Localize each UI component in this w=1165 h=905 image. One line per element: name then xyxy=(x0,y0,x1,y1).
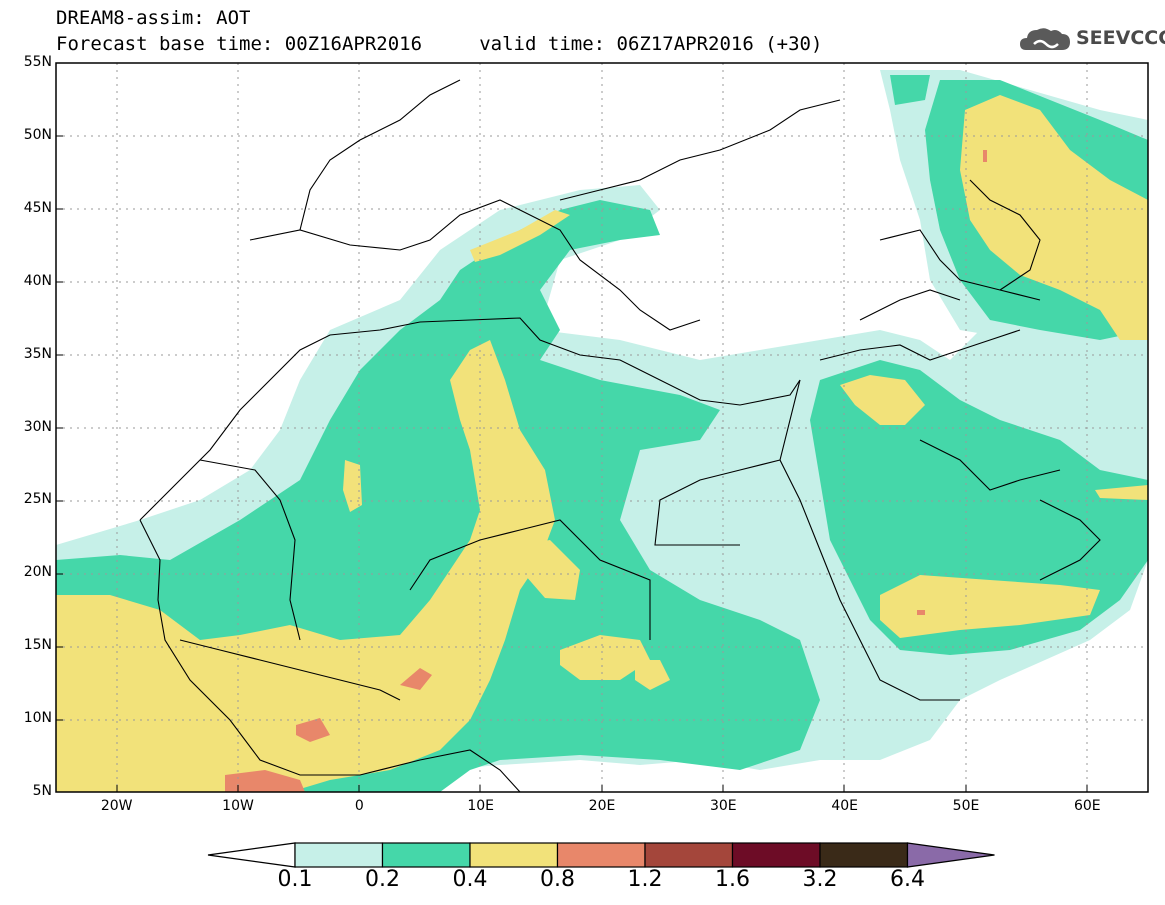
lat-label: 45N xyxy=(23,199,52,216)
chart-subtitle: Forecast base time: 00Z16APR2016 valid t… xyxy=(56,33,823,55)
colorbar-segment xyxy=(819,842,909,868)
colorbar-segment xyxy=(556,842,646,868)
colorbar-level-label: 0.8 xyxy=(540,867,575,892)
chart-title: DREAM8-assim: AOT xyxy=(56,7,251,29)
lat-label: 15N xyxy=(23,637,52,654)
lat-label: 10N xyxy=(23,710,52,727)
aot-band-0.8 xyxy=(225,150,987,792)
logo-text: SEEVCCC xyxy=(1076,27,1165,49)
colorbar-low-triangle xyxy=(207,842,296,868)
graticule xyxy=(56,63,1148,792)
aot-band-0.4 xyxy=(56,95,1148,792)
lat-label: 30N xyxy=(23,418,52,435)
lat-label: 35N xyxy=(23,345,52,362)
colorbar-segment xyxy=(381,842,471,868)
lon-label: 0 xyxy=(354,798,364,814)
colorbar-segment xyxy=(294,842,384,868)
colorbar-level-label: 0.1 xyxy=(277,867,313,892)
cloud-icon xyxy=(1020,28,1070,50)
lon-label: 30E xyxy=(709,798,737,814)
coastlines xyxy=(139,79,1101,792)
lon-label: 50E xyxy=(952,798,980,814)
axis-ticks xyxy=(56,135,1088,792)
lat-label: 5N xyxy=(32,783,52,799)
seevccc-logo: SEEVCCC xyxy=(1018,22,1165,58)
lat-label: 25N xyxy=(23,491,52,508)
colorbar-high-triangle xyxy=(906,842,995,868)
colorbar-level-label: 6.4 xyxy=(890,867,925,892)
lat-label: 50N xyxy=(23,126,52,143)
lat-label: 55N xyxy=(23,54,52,70)
lon-label: 20W xyxy=(100,798,133,814)
colorbar-segment xyxy=(731,842,821,868)
lat-label: 20N xyxy=(23,564,52,581)
lon-label: 20E xyxy=(588,798,616,814)
colorbar-level-label: 0.2 xyxy=(365,867,400,892)
colorbar-segment xyxy=(469,842,559,868)
colorbar-level-label: 1.6 xyxy=(715,867,750,892)
colorbar-level-label: 1.2 xyxy=(627,867,663,892)
colorbar-level-label: 3.2 xyxy=(802,867,838,892)
lon-label: 60E xyxy=(1073,798,1101,814)
lon-label: 10W xyxy=(222,798,254,814)
aot-shading xyxy=(56,63,1148,792)
lat-label: 40N xyxy=(23,272,52,289)
colorbar-level-label: 0.4 xyxy=(452,867,488,892)
lon-label: 40E xyxy=(831,798,858,814)
lon-label: 10E xyxy=(467,798,494,814)
colorbar-segment xyxy=(644,842,734,868)
